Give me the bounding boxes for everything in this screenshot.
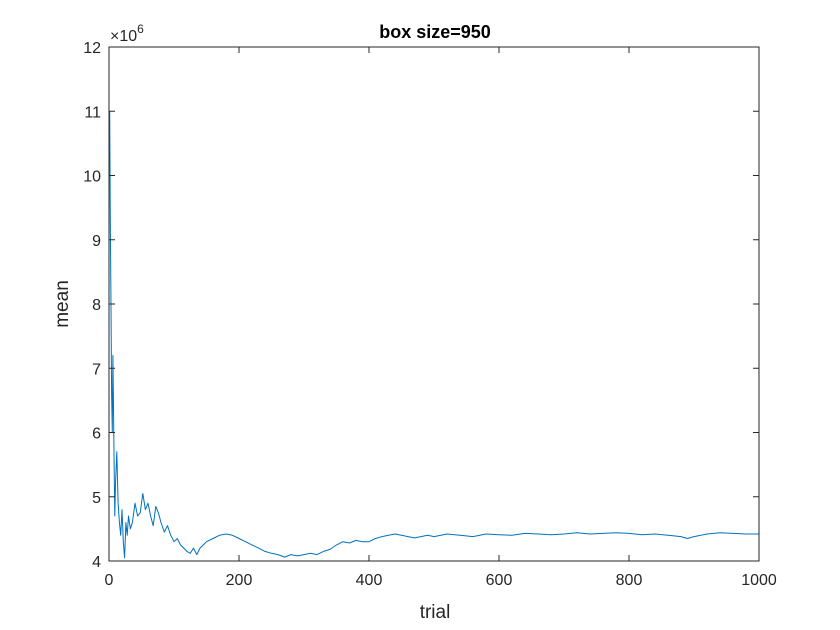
y-tick-label: 10 [83,169,101,186]
x-tick-label: 1000 [741,572,777,589]
x-tick-label: 400 [356,572,383,589]
y-tick-label: 6 [92,426,101,443]
y-axis-label: mean [52,280,73,328]
x-tick-label: 200 [226,572,253,589]
y-tick-label: 12 [83,40,101,57]
axes-box [108,46,760,562]
y-exponent-multiplier: ×106 [110,22,144,45]
x-tick-label: 800 [616,572,643,589]
y-tick-label: 4 [92,554,101,571]
y-tick-label: 5 [92,490,101,507]
y-tick-label: 7 [92,361,101,378]
series-line [109,111,759,559]
x-tick-label: 600 [486,572,513,589]
plot-area [109,111,759,559]
y-tick-label: 8 [92,297,101,314]
x-axis-label: trial [420,602,451,623]
chart-title: box size=950 [379,22,491,42]
y-exponent-base: ×10 [110,28,137,45]
x-tick-label: 0 [105,572,114,589]
y-tick-label: 11 [84,104,101,121]
y-tick-label: 9 [92,233,101,250]
y-exponent-power: 6 [137,22,144,36]
